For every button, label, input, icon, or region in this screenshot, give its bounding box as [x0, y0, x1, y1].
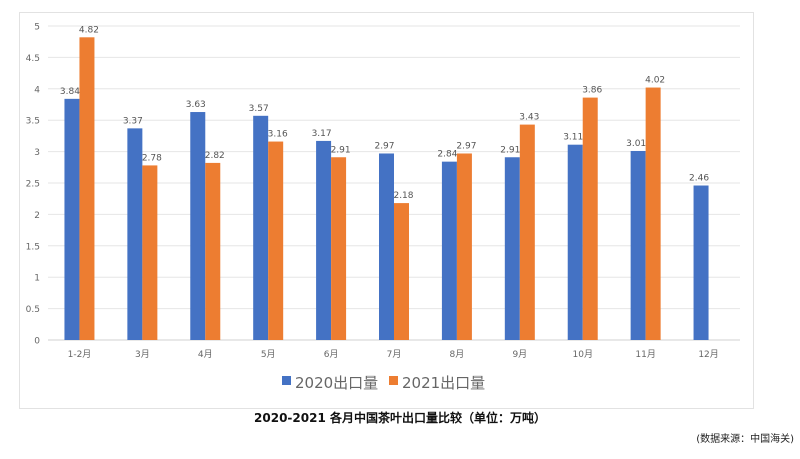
y-tick-label: 1: [34, 274, 40, 284]
bar-2021: [268, 141, 284, 340]
data-label: 2.78: [142, 153, 162, 163]
data-label: 2.82: [205, 151, 225, 161]
bar-2020: [253, 115, 269, 340]
data-label: 2.97: [374, 141, 394, 151]
data-label: 2.97: [456, 141, 476, 151]
data-label: 3.43: [519, 113, 539, 123]
y-tick-label: 4: [34, 85, 40, 95]
y-tick-label: 3: [34, 148, 40, 158]
x-tick-label: 10月: [573, 349, 593, 360]
chart-title: 2020-2021 各月中国茶叶出口量比较（单位：万吨）: [254, 411, 546, 425]
bar-2021: [645, 87, 661, 340]
bar-2021: [79, 37, 95, 340]
bar-2020: [693, 185, 709, 340]
y-tick-label: 0: [34, 337, 40, 347]
data-label: 2.91: [500, 145, 520, 155]
bar-2020: [316, 140, 332, 340]
bar-2021: [331, 157, 347, 340]
bar-2020: [64, 98, 80, 341]
data-label: 2.91: [331, 145, 351, 155]
bar-2020: [190, 112, 206, 340]
bar-2020: [567, 144, 583, 340]
data-label: 3.57: [249, 104, 269, 114]
data-label: 2.46: [689, 174, 709, 184]
bar-2021: [582, 97, 598, 340]
y-tick-label: 2: [34, 211, 40, 221]
legend-swatch: [389, 376, 398, 385]
data-label: 3.01: [626, 139, 646, 149]
bar-2020: [504, 157, 520, 340]
legend-swatch: [282, 376, 291, 385]
bar-2020: [379, 153, 394, 340]
y-tick-label: 3.5: [26, 117, 40, 127]
y-tick-label: 5: [34, 23, 40, 33]
bar-2021: [394, 203, 409, 340]
x-tick-label: 5月: [261, 349, 276, 360]
x-tick-label: 9月: [512, 349, 527, 360]
x-tick-label: 8月: [450, 349, 465, 360]
bar-2021: [142, 165, 158, 340]
data-label: 2.18: [393, 191, 413, 201]
y-tick-label: 0.5: [26, 305, 40, 315]
data-label: 3.17: [312, 129, 332, 139]
bar-2021: [456, 153, 472, 340]
data-source: (数据来源：中国海关): [696, 434, 794, 445]
bar-2021: [205, 162, 221, 340]
x-tick-label: 11月: [635, 349, 655, 360]
data-label: 2.84: [437, 150, 457, 160]
x-tick-label: 7月: [387, 349, 402, 360]
x-tick-label: 12月: [698, 349, 718, 360]
data-label: 4.02: [645, 76, 665, 86]
x-tick-label: 3月: [135, 349, 150, 360]
x-tick-label: 6月: [324, 349, 339, 360]
legend-label: 2020出口量: [295, 374, 378, 392]
data-label: 3.86: [582, 86, 602, 96]
x-tick-label: 4月: [198, 349, 213, 360]
data-label: 3.63: [186, 100, 206, 110]
bar-2020: [630, 150, 646, 340]
data-label: 3.37: [123, 116, 143, 126]
x-tick-label: 1-2月: [68, 349, 92, 360]
y-tick-label: 4.5: [26, 54, 40, 64]
bar-2020: [127, 128, 143, 340]
legend-label: 2021出口量: [402, 374, 485, 392]
y-tick-label: 2.5: [26, 180, 40, 190]
y-tick-label: 1.5: [26, 242, 40, 252]
data-label: 4.82: [79, 25, 99, 35]
data-label: 3.16: [268, 130, 288, 140]
data-label: 3.84: [60, 87, 80, 97]
bar-2021: [519, 124, 535, 340]
data-label: 3.11: [563, 133, 583, 143]
bar-2020: [441, 161, 457, 340]
